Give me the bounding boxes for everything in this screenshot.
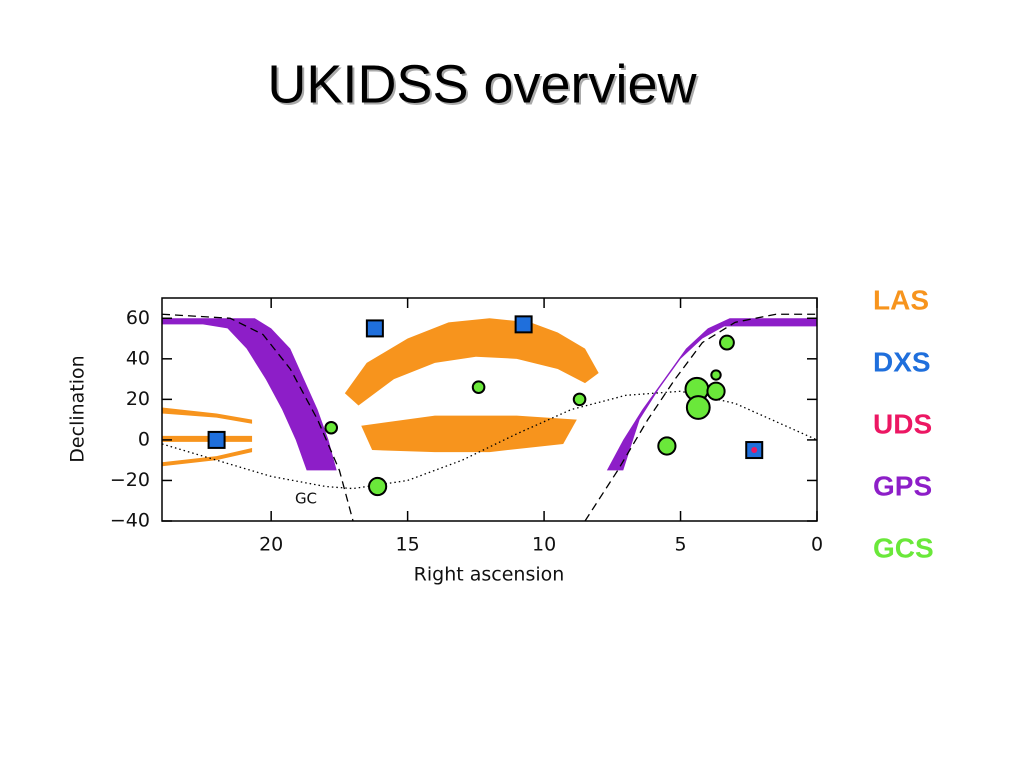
- dashed-curve: [162, 313, 817, 521]
- coverage-region: [162, 448, 253, 467]
- y-tick-label: 60: [126, 307, 150, 329]
- x-tick-label: 5: [674, 534, 686, 556]
- field-circle: [324, 420, 339, 435]
- field-square: [207, 430, 226, 449]
- coverage-region: [606, 318, 817, 471]
- field-circle: [706, 381, 726, 401]
- field-circle: [657, 436, 677, 456]
- x-tick-label: 10: [532, 534, 556, 556]
- plot-frame: [161, 297, 818, 522]
- field-square: [365, 319, 384, 338]
- y-tick-label: 20: [126, 388, 150, 410]
- annotation: GC: [295, 490, 317, 508]
- y-tick-label: 0: [138, 428, 150, 450]
- legend-label: UDS: [873, 408, 932, 439]
- field-circle: [685, 395, 711, 420]
- field-circle: [368, 476, 388, 497]
- y-tick-label: −40: [110, 510, 150, 532]
- y-tick-label: 40: [126, 347, 150, 369]
- coverage-region: [162, 407, 253, 424]
- coverage-region: [162, 318, 337, 471]
- legend-label: LAS: [873, 284, 929, 315]
- field-circle: [572, 392, 587, 407]
- field-circle: [719, 334, 735, 351]
- coverage-region: [162, 435, 253, 442]
- legend-label: DXS: [873, 346, 931, 377]
- field-circle: [471, 380, 486, 395]
- legend-label: GPS: [873, 470, 932, 501]
- field-square: [514, 315, 533, 334]
- x-tick-label: 0: [811, 534, 823, 556]
- field-circle: [710, 369, 722, 381]
- y-tick-label: −20: [110, 469, 150, 491]
- legend-label: GCS: [873, 532, 934, 563]
- coverage-region: [361, 415, 577, 453]
- slide-title: UKIDSS overview: [267, 54, 697, 114]
- x-tick-label: 15: [396, 534, 420, 556]
- y-axis-label: Declination: [67, 355, 89, 462]
- x-axis-label: Right ascension: [414, 564, 565, 586]
- coverage-region: [344, 318, 599, 406]
- x-tick-label: 20: [259, 534, 283, 556]
- field-dot: [751, 447, 758, 454]
